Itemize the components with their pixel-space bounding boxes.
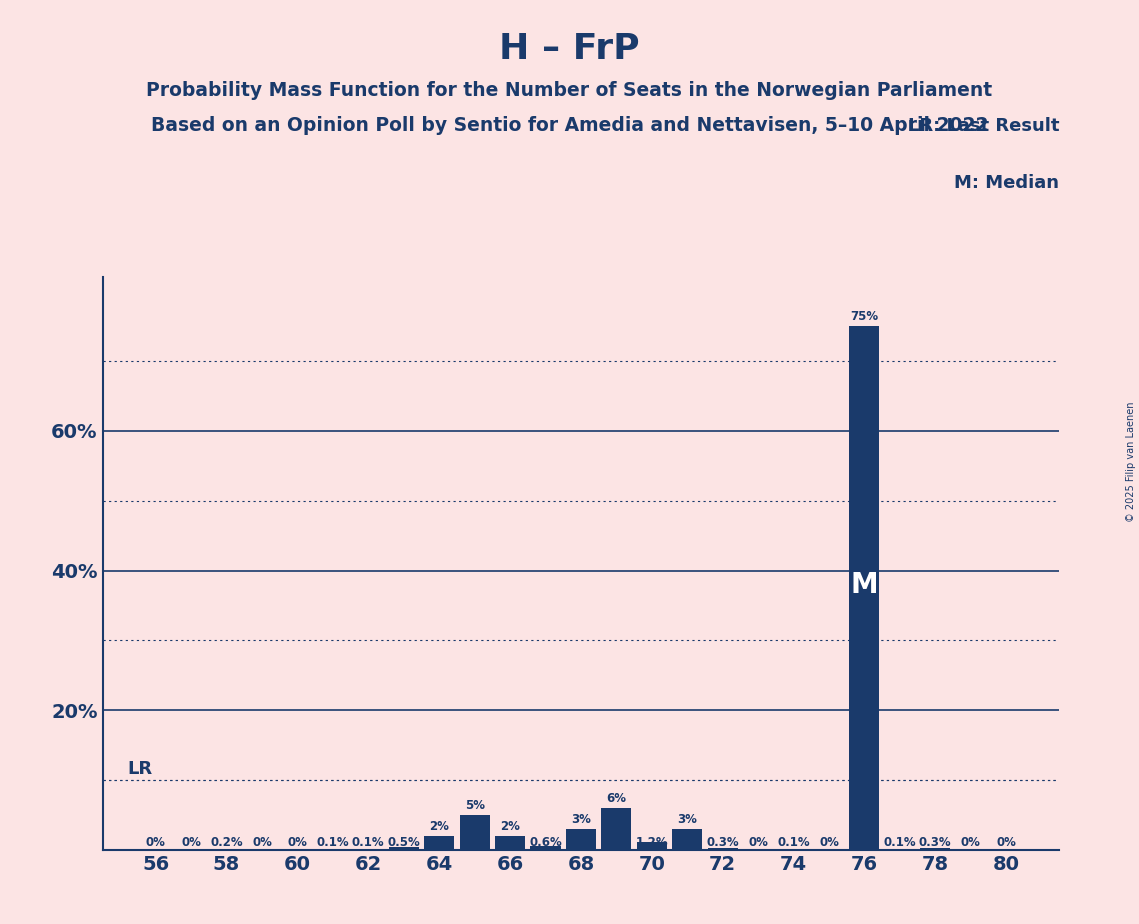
Text: LR: LR [128,760,153,778]
Text: 0%: 0% [819,835,839,848]
Text: 0%: 0% [748,835,768,848]
Text: 0.5%: 0.5% [387,835,420,848]
Bar [672,829,703,850]
Text: © 2025 Filip van Laenen: © 2025 Filip van Laenen [1126,402,1136,522]
Text: 1.2%: 1.2% [636,835,669,848]
Text: 0.1%: 0.1% [352,835,385,848]
Text: M: M [851,571,878,599]
Text: H – FrP: H – FrP [499,32,640,67]
Text: 0%: 0% [146,835,165,848]
Text: 0%: 0% [960,835,981,848]
Bar [459,815,490,850]
Text: 3%: 3% [571,812,591,826]
Text: 2%: 2% [429,820,449,833]
Bar [850,326,879,850]
Bar [601,808,631,850]
Text: 6%: 6% [606,792,626,805]
Bar [212,848,241,850]
Bar [707,848,738,850]
Text: 0%: 0% [181,835,202,848]
Text: 0%: 0% [252,835,272,848]
Text: 75%: 75% [851,310,878,322]
Text: 0.3%: 0.3% [706,835,739,848]
Text: 0%: 0% [997,835,1016,848]
Text: Based on an Opinion Poll by Sentio for Amedia and Nettavisen, 5–10 April 2022: Based on an Opinion Poll by Sentio for A… [150,116,989,136]
Text: 0.1%: 0.1% [317,835,350,848]
Bar [388,846,419,850]
Text: 0%: 0% [287,835,308,848]
Bar [566,829,596,850]
Text: 3%: 3% [678,812,697,826]
Text: 2%: 2% [500,820,521,833]
Text: M: Median: M: Median [954,174,1059,192]
Bar [495,836,525,850]
Text: Probability Mass Function for the Number of Seats in the Norwegian Parliament: Probability Mass Function for the Number… [147,81,992,101]
Text: 0.1%: 0.1% [884,835,916,848]
Bar [637,842,666,850]
Bar [424,836,454,850]
Bar [920,848,950,850]
Text: 0.3%: 0.3% [919,835,951,848]
Text: 0.2%: 0.2% [211,835,243,848]
Text: 5%: 5% [465,798,484,811]
Text: LR: Last Result: LR: Last Result [908,116,1059,135]
Text: 0.6%: 0.6% [530,835,562,848]
Bar [531,845,560,850]
Text: 0.1%: 0.1% [777,835,810,848]
